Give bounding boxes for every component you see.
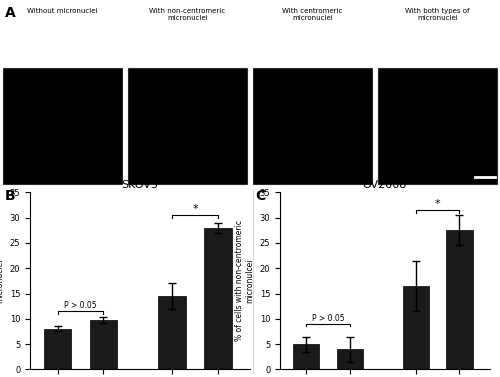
Text: B: B (5, 188, 15, 202)
Text: *: * (434, 199, 440, 209)
Bar (446, 230, 472, 369)
Text: A: A (5, 6, 16, 20)
Title: OV2008: OV2008 (363, 180, 407, 190)
Text: Without micronuclei: Without micronuclei (27, 8, 98, 14)
Y-axis label: % of cells with non-centromeric
micronuclei: % of cells with non-centromeric micronuc… (0, 221, 4, 341)
Text: P > 0.05: P > 0.05 (64, 301, 96, 310)
Text: *: * (192, 204, 198, 214)
FancyBboxPatch shape (2, 68, 122, 185)
Text: P > 0.05: P > 0.05 (312, 314, 344, 323)
Bar (402, 286, 429, 369)
Text: With both types of
micronuclei: With both types of micronuclei (405, 8, 470, 20)
FancyBboxPatch shape (128, 68, 248, 185)
FancyBboxPatch shape (252, 68, 372, 185)
Bar (158, 296, 186, 369)
FancyBboxPatch shape (378, 68, 498, 185)
Text: With non-centromeric
micronuclei: With non-centromeric micronuclei (150, 8, 226, 20)
Text: With centromeric
micronuclei: With centromeric micronuclei (282, 8, 343, 20)
Title: SKOV3: SKOV3 (122, 180, 158, 190)
Text: C: C (255, 188, 265, 202)
Bar (90, 320, 117, 369)
Y-axis label: % of cells with non-centromeric
micronulcei: % of cells with non-centromeric micronul… (234, 221, 254, 341)
Bar (204, 228, 232, 369)
Bar (337, 349, 363, 369)
Bar (44, 329, 72, 369)
Bar (293, 344, 320, 369)
